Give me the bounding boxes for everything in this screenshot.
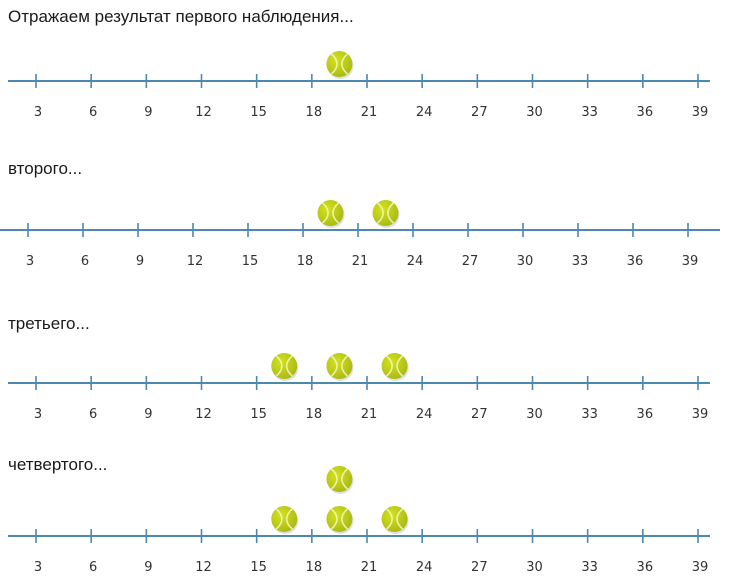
tennis-ball-icon [381,353,409,381]
tennis-ball-icon [326,466,354,494]
panel-1-tick-label: 30 [526,105,543,120]
panel-1-tick-label: 12 [195,105,212,120]
panel-3-tick-label: 36 [637,407,654,422]
tennis-ball-icon [271,353,299,381]
panel-4-tick-label: 36 [637,560,654,575]
panel-3-tick-label: 30 [526,407,543,422]
panel-3-tick-label: 21 [361,407,378,422]
panel-3-tick-label: 39 [692,407,709,422]
panel-4-tick-label: 24 [416,560,433,575]
panel-2-tick-label: 21 [352,254,369,269]
panel-1-caption: Отражаем результат первого наблюдения... [8,7,354,26]
panel-4-tick-label: 33 [581,560,598,575]
panel-3-tick-label: 27 [471,407,488,422]
panel-2-tick-label: 27 [462,254,479,269]
panel-3-tick-label: 24 [416,407,433,422]
panel-1-tick-label: 6 [89,105,97,120]
panel-2-tick-label: 9 [136,254,144,269]
panel-4-tick-label: 6 [89,560,97,575]
panel-3-tick-label: 15 [250,407,267,422]
panel-2-tick-label: 36 [627,254,644,269]
panel-1-tick-label: 24 [416,105,433,120]
panel-2-tick-label: 3 [26,254,34,269]
tennis-ball-icon [372,200,400,228]
panel-1-tick-label: 33 [581,105,598,120]
tennis-ball-icon [326,506,354,534]
panel-2-tick-label: 33 [572,254,589,269]
panel-4-tick-label: 30 [526,560,543,575]
panel-2-tick-label: 24 [407,254,424,269]
panel-3-tick-label: 9 [144,407,152,422]
tennis-ball-icon [326,51,354,79]
panel-1-tick-label: 18 [306,105,323,120]
panel-3-tick-label: 18 [306,407,323,422]
panel-4-tick-label: 21 [361,560,378,575]
panel-4-tick-label: 12 [195,560,212,575]
panel-1-tick-label: 15 [250,105,267,120]
panel-4-tick-label: 3 [34,560,42,575]
panel-1-tick-label: 3 [34,105,42,120]
panel-1-plot: 3 6 9 12 15 18 21 24 27 30 33 36 39 [8,51,710,120]
panel-1-tick-label: 36 [637,105,654,120]
panel-3-caption: третьего... [8,314,90,333]
panel-1-tick-label: 21 [361,105,378,120]
panel-2-tick-label: 15 [242,254,259,269]
panel-4-tick-label: 39 [692,560,709,575]
panel-1-tick-label: 27 [471,105,488,120]
panel-3-tick-label: 12 [195,407,212,422]
tennis-ball-icon [326,353,354,381]
panel-4-caption: четвертого... [8,455,108,474]
panel-4-tick-label: 18 [306,560,323,575]
panel-1-tick-label: 9 [144,105,152,120]
panel-2-plot: 3 6 9 12 15 18 21 24 27 30 33 36 39 [0,200,720,269]
panel-4-tick-label: 27 [471,560,488,575]
panel-2-tick-label: 39 [682,254,699,269]
panel-2-tick-label: 18 [297,254,314,269]
panel-4-tick-label: 15 [250,560,267,575]
panel-1-tick-label: 39 [692,105,709,120]
panel-4-plot: 3 6 9 12 15 18 21 24 27 30 33 36 39 [8,466,710,575]
tennis-ball-icon [271,506,299,534]
panel-3-tick-label: 6 [89,407,97,422]
panel-2-caption: второго... [8,159,83,178]
tennis-ball-icon [381,506,409,534]
panel-2-tick-label: 30 [517,254,534,269]
panel-2-tick-label: 12 [187,254,204,269]
tennis-ball-icon [317,200,345,228]
panel-3-plot: 3 6 9 12 15 18 21 24 27 30 33 36 39 [8,353,710,422]
panel-3-tick-label: 33 [581,407,598,422]
panel-4-tick-label: 9 [144,560,152,575]
panel-3-tick-label: 3 [34,407,42,422]
panel-2-tick-label: 6 [81,254,89,269]
